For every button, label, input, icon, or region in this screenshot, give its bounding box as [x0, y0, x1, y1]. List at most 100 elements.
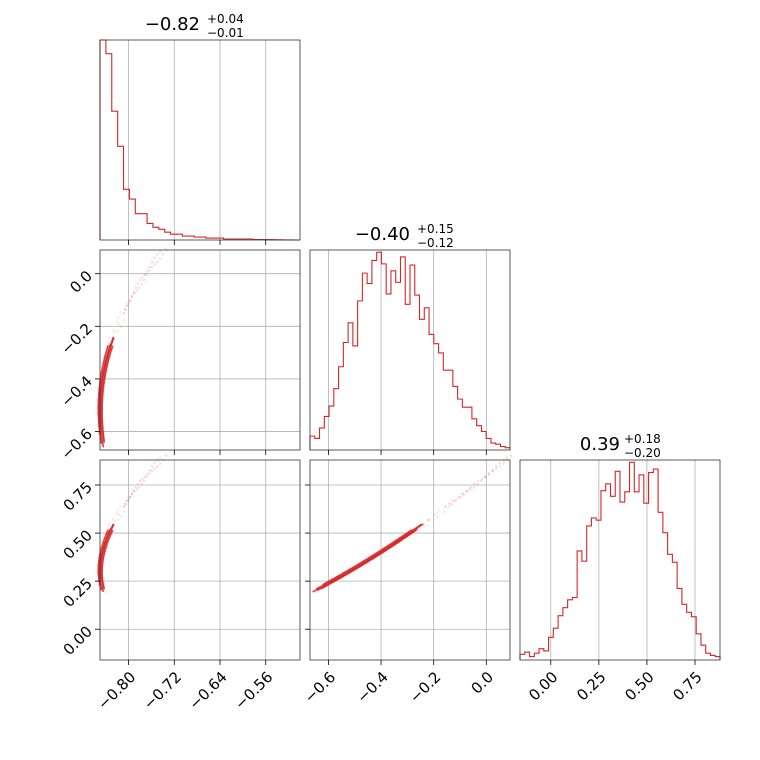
sample-point-66	[459, 496, 462, 499]
y-tick-label-0: 0.0	[66, 267, 96, 297]
sample-point-60	[123, 307, 127, 311]
sample-point-80	[143, 274, 146, 277]
y-tick-label-1: −0.2	[58, 320, 96, 358]
y-tick-label-3: 0.00	[60, 623, 96, 659]
axes-frame-2d-p3-p2	[309, 459, 511, 661]
sample-point-76	[138, 278, 142, 282]
title-p2-value: −0.40	[355, 224, 410, 245]
x-tick-label-1: −0.72	[140, 668, 185, 713]
x-tick-label-0: −0.80	[94, 668, 139, 713]
sample-point-60	[123, 502, 127, 505]
x-tick-label-3: 0.0	[467, 668, 497, 698]
sample-point-1	[105, 445, 108, 448]
sample-point-71	[468, 488, 472, 491]
panel-hist-p3: 0.00 0.25 0.50 0.75 0.39 +0.18 −0.20	[519, 432, 721, 704]
sample-point-83	[491, 469, 494, 472]
sample-point-76	[138, 480, 142, 483]
sample-point-89	[502, 462, 505, 465]
sample-point-70	[132, 489, 135, 493]
ticks-2d-p3-p1	[95, 484, 267, 665]
sample-point-1	[105, 590, 108, 594]
contour-line-4	[97, 344, 109, 435]
title-p2: −0.40	[355, 224, 410, 245]
sample-point-67	[131, 294, 134, 298]
sample-point-76	[477, 480, 480, 483]
sample-point-90	[156, 253, 159, 256]
grid-hist-p3	[550, 460, 696, 660]
sample-point-86	[150, 260, 154, 264]
sample-point-77	[480, 479, 483, 483]
sample-point-52	[117, 513, 121, 516]
sample-point-87	[156, 465, 159, 468]
sample-point-14	[95, 571, 98, 574]
sample-point-53	[120, 515, 123, 518]
sample-point-66	[128, 299, 132, 303]
sample-point-54	[116, 320, 119, 323]
sample-point-65	[128, 495, 132, 499]
sample-point-77	[142, 278, 146, 282]
sample-point-50	[113, 519, 117, 522]
sample-point-81	[148, 269, 151, 272]
sample-point-68	[462, 493, 465, 496]
sample-point-79	[145, 273, 148, 277]
x-tick-label-3: 0.75	[669, 668, 705, 704]
sample-point-84	[148, 469, 151, 472]
contour-line-4	[322, 529, 413, 586]
sample-point-87	[156, 261, 159, 264]
panel-2d-p3-p1: 0.75 0.50 0.25 0.00 −0.80 −0.72 −0.64 −0.56	[60, 454, 301, 713]
sample-point-72	[134, 486, 137, 489]
x-tick-label-0: 0.00	[525, 668, 561, 704]
sample-point-45	[113, 529, 116, 532]
sample-point-85	[153, 467, 156, 470]
sample-point-52	[117, 323, 121, 326]
sample-point-49	[426, 518, 430, 522]
sample-point-59	[122, 311, 126, 314]
sample-point-88	[153, 461, 156, 464]
sample-point-85	[495, 467, 498, 470]
sample-point-63	[126, 499, 129, 503]
sample-point-63	[453, 499, 457, 503]
sample-point-73	[137, 486, 141, 489]
y-tick-label-2: −0.4	[58, 372, 96, 410]
contours-2d-p3-p2	[312, 523, 424, 593]
sample-point-45	[417, 529, 420, 532]
sample-point-68	[130, 296, 133, 299]
sample-point-83	[150, 266, 154, 269]
samples-2d-p3-p1	[95, 454, 168, 594]
sample-point-53	[435, 515, 439, 518]
sample-point-75	[140, 483, 143, 486]
sample-point-58	[119, 505, 122, 508]
sample-point-64	[455, 498, 458, 501]
sample-point-56	[123, 318, 126, 322]
samples-2d-p2-p1	[95, 248, 168, 448]
sample-point-92	[158, 456, 162, 459]
sample-point-81	[487, 472, 490, 475]
contour-line-1	[315, 523, 422, 590]
contours-2d-p3-p1	[97, 523, 115, 593]
sample-point-70	[466, 489, 469, 493]
sample-point-79	[483, 475, 487, 479]
sample-point-52	[432, 513, 436, 516]
sample-point-79	[145, 475, 148, 479]
sample-point-69	[465, 490, 468, 493]
sample-point-57	[444, 505, 447, 509]
sample-point-57	[122, 312, 126, 315]
sample-point-82	[145, 473, 149, 476]
x-tick-labels-p2: −0.6 −0.4 −0.2 0.0	[301, 668, 497, 706]
x-tick-label-2: −0.2	[406, 668, 444, 706]
sample-point-55	[116, 316, 120, 320]
sample-point-81	[148, 472, 151, 475]
sample-point-25	[96, 386, 99, 390]
sample-point-73	[472, 486, 476, 489]
x-tick-labels-p1: −0.80 −0.72 −0.64 −0.56	[94, 668, 276, 713]
sample-point-59	[447, 505, 451, 508]
sample-point-78	[141, 477, 144, 481]
sample-point-58	[119, 311, 122, 314]
sample-point-67	[461, 492, 464, 495]
sample-point-1	[315, 590, 318, 594]
panel-hist-p1: −0.82 +0.04 −0.01	[99, 12, 301, 245]
grid-2d-p3-p1	[100, 460, 300, 660]
y-tick-label-1: 0.50	[60, 526, 96, 562]
sample-point-69	[133, 291, 136, 295]
